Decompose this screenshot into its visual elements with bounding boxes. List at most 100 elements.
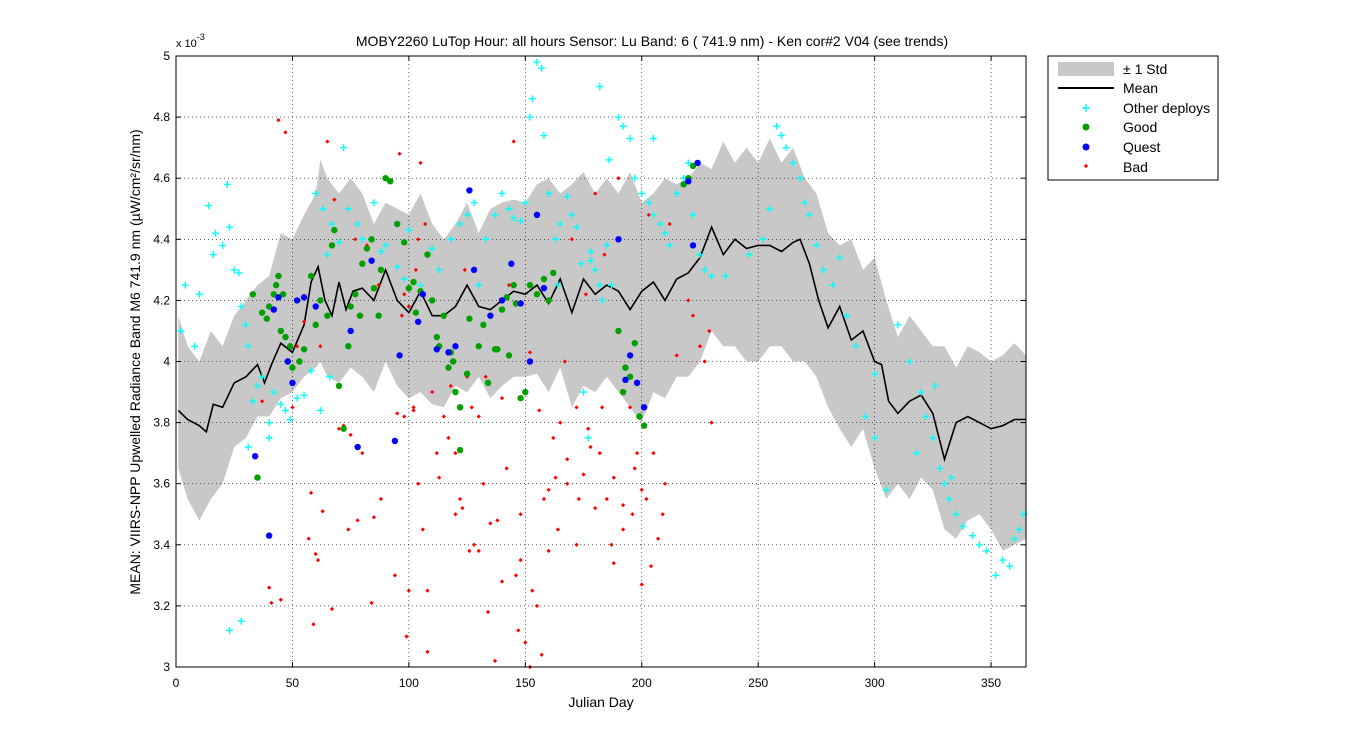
- other-deploys-point: [254, 382, 262, 390]
- x-tick-label-7: 350: [981, 676, 1001, 690]
- bad-point: [616, 176, 621, 181]
- bad-point: [537, 408, 542, 413]
- quest-point: [354, 443, 361, 451]
- bad-point: [481, 481, 486, 486]
- bad-point: [551, 435, 556, 440]
- other-deploys-point: [435, 266, 443, 274]
- good-point: [340, 425, 347, 432]
- quest-point: [452, 343, 459, 350]
- bad-point: [495, 518, 500, 523]
- bad-point: [639, 582, 644, 587]
- x-tick-label-3: 150: [515, 676, 535, 690]
- bad-point: [651, 451, 656, 456]
- bad-point: [441, 414, 446, 419]
- x-axis-label: Julian Day: [568, 694, 633, 710]
- good-point: [286, 343, 294, 350]
- other-deploys-point: [906, 358, 914, 365]
- bad-point: [462, 267, 467, 272]
- bad-point: [588, 444, 593, 450]
- bad-point: [283, 130, 288, 135]
- other-deploys-point: [235, 269, 243, 277]
- good-point: [370, 284, 378, 292]
- good-point: [277, 327, 284, 335]
- legend-std-swatch: [1058, 62, 1114, 76]
- bad-point: [546, 548, 551, 554]
- bad-point: [294, 344, 300, 349]
- other-deploys-point: [265, 419, 273, 427]
- other-deploys-point: [936, 464, 944, 472]
- mean-line-layer: [177, 224, 1026, 463]
- bad-point: [423, 221, 428, 227]
- good-point: [622, 364, 629, 371]
- other-deploys-point: [861, 412, 869, 420]
- other-deploys-point: [607, 281, 615, 289]
- quest-point: [694, 159, 701, 167]
- other-deploys-point: [226, 626, 234, 634]
- other-deploys-point: [428, 244, 436, 252]
- other-deploys-point: [922, 412, 930, 420]
- bad-point: [411, 408, 416, 413]
- y-tick-label-4: 3.8: [153, 416, 170, 430]
- quest-point: [508, 260, 515, 267]
- other-deploys-point: [354, 220, 362, 228]
- good-point: [331, 226, 338, 234]
- good-point: [631, 339, 638, 347]
- bad-point: [627, 405, 633, 410]
- legend-quest-label: Quest: [1123, 139, 1160, 155]
- other-deploys-point: [952, 510, 960, 518]
- other-deploys-point: [447, 235, 455, 243]
- other-deploys-point: [498, 189, 506, 197]
- other-deploys-point: [242, 321, 250, 329]
- bad-point: [639, 487, 644, 492]
- other-deploys-point: [400, 275, 408, 283]
- good-point: [494, 346, 501, 353]
- other-deploys-point: [945, 495, 953, 503]
- bad-point: [602, 252, 607, 257]
- other-deploys-point: [417, 281, 425, 289]
- y-tick-label-8: 4.6: [153, 171, 170, 185]
- good-point: [265, 303, 273, 310]
- bad-point: [315, 557, 321, 563]
- other-deploys-point: [344, 205, 352, 213]
- other-deploys-point: [237, 303, 245, 311]
- good-point: [456, 446, 464, 454]
- other-deploys-point: [591, 266, 599, 274]
- bad-point: [686, 298, 691, 303]
- data-points-layer: [177, 58, 1028, 670]
- good-point: [410, 278, 417, 286]
- bad-point: [634, 451, 640, 456]
- bad-point: [586, 426, 591, 431]
- bad-point: [690, 313, 696, 318]
- other-deploys-point: [975, 541, 983, 549]
- other-deploys-point: [940, 480, 948, 488]
- other-deploys-point: [510, 214, 518, 222]
- y-tick-label-2: 3.4: [153, 538, 170, 552]
- other-deploys-point: [843, 312, 851, 320]
- other-deploys-point: [281, 406, 289, 414]
- good-point: [375, 312, 382, 319]
- other-deploys-point: [528, 95, 536, 103]
- good-point: [689, 162, 697, 170]
- bad-point: [402, 414, 407, 419]
- good-point: [433, 333, 441, 341]
- good-point: [270, 291, 278, 298]
- good-point: [254, 474, 261, 481]
- bad-point: [446, 435, 451, 440]
- other-deploys-point: [777, 131, 785, 139]
- good-point: [456, 404, 464, 411]
- other-deploys-point: [661, 229, 669, 237]
- other-deploys-point: [526, 113, 534, 121]
- bad-point: [308, 490, 314, 495]
- other-deploys-point: [191, 342, 199, 350]
- bad-point: [311, 622, 316, 627]
- y-tick-label-5: 4: [163, 355, 170, 369]
- bad-point: [371, 515, 377, 520]
- bad-point: [565, 481, 570, 486]
- bad-point: [621, 527, 626, 532]
- good-point: [445, 364, 452, 371]
- good-point: [466, 315, 473, 322]
- bad-point: [630, 512, 635, 517]
- good-point: [484, 379, 492, 387]
- mean-line: [177, 224, 1026, 463]
- legend-quest-swatch: [1082, 143, 1090, 151]
